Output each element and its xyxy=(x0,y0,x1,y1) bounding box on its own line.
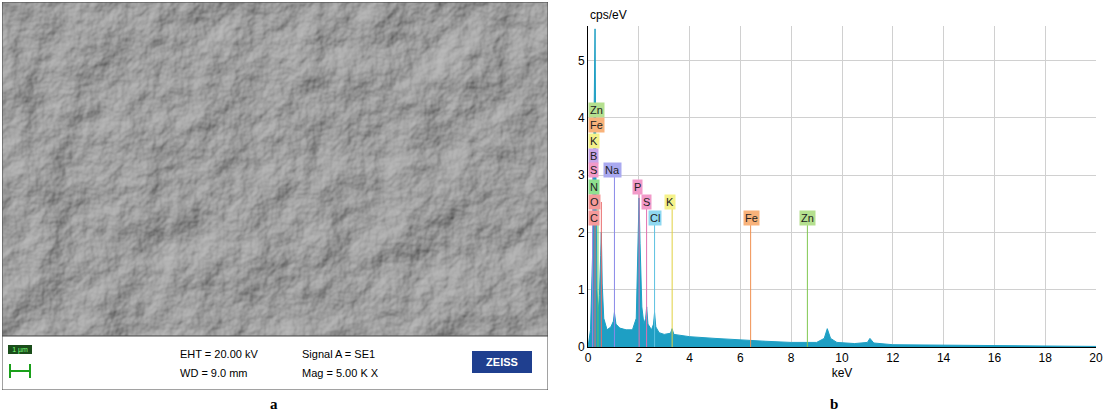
svg-text:S: S xyxy=(590,164,597,176)
svg-text:1: 1 xyxy=(578,283,585,297)
svg-text:2: 2 xyxy=(578,226,585,240)
svg-text:0: 0 xyxy=(578,340,585,354)
svg-text:4: 4 xyxy=(686,351,693,365)
svg-text:ZEISS: ZEISS xyxy=(486,356,518,368)
svg-text:keV: keV xyxy=(832,366,853,380)
svg-text:N: N xyxy=(590,181,598,193)
svg-text:O: O xyxy=(590,196,599,208)
svg-text:Cl: Cl xyxy=(650,212,660,224)
svg-text:K: K xyxy=(666,196,674,208)
svg-text:18: 18 xyxy=(1039,351,1053,365)
svg-text:B: B xyxy=(590,150,597,162)
svg-text:8: 8 xyxy=(788,351,795,365)
svg-text:20: 20 xyxy=(1089,351,1103,365)
svg-text:12: 12 xyxy=(886,351,900,365)
svg-text:4: 4 xyxy=(578,111,585,125)
svg-text:14: 14 xyxy=(937,351,951,365)
svg-text:K: K xyxy=(590,135,598,147)
svg-text:Fe: Fe xyxy=(745,212,758,224)
svg-text:10: 10 xyxy=(835,351,849,365)
svg-text:Zn: Zn xyxy=(801,212,814,224)
svg-text:C: C xyxy=(590,212,598,224)
svg-text:Fe: Fe xyxy=(590,119,603,131)
svg-text:6: 6 xyxy=(737,351,744,365)
svg-text:0: 0 xyxy=(585,351,592,365)
html-text:b: b xyxy=(830,396,839,412)
svg-text:cps/eV: cps/eV xyxy=(590,8,627,22)
svg-text:Na: Na xyxy=(605,164,620,176)
svg-text:3: 3 xyxy=(578,168,585,182)
svg-text:WD = 9.0 mm: WD = 9.0 mm xyxy=(180,367,248,379)
svg-text:5: 5 xyxy=(578,54,585,68)
svg-text:S: S xyxy=(643,196,650,208)
svg-text:2: 2 xyxy=(635,351,642,365)
svg-text:Zn: Zn xyxy=(590,104,603,116)
svg-text:1 µm: 1 µm xyxy=(12,346,28,354)
svg-text:EHT = 20.00 kV: EHT = 20.00 kV xyxy=(180,348,258,360)
svg-text:16: 16 xyxy=(988,351,1002,365)
svg-text:P: P xyxy=(634,181,641,193)
svg-text:Mag = 5.00 K X: Mag = 5.00 K X xyxy=(302,367,379,379)
html-text:a: a xyxy=(270,396,278,412)
svg-text:Signal A = SE1: Signal A = SE1 xyxy=(302,348,375,360)
